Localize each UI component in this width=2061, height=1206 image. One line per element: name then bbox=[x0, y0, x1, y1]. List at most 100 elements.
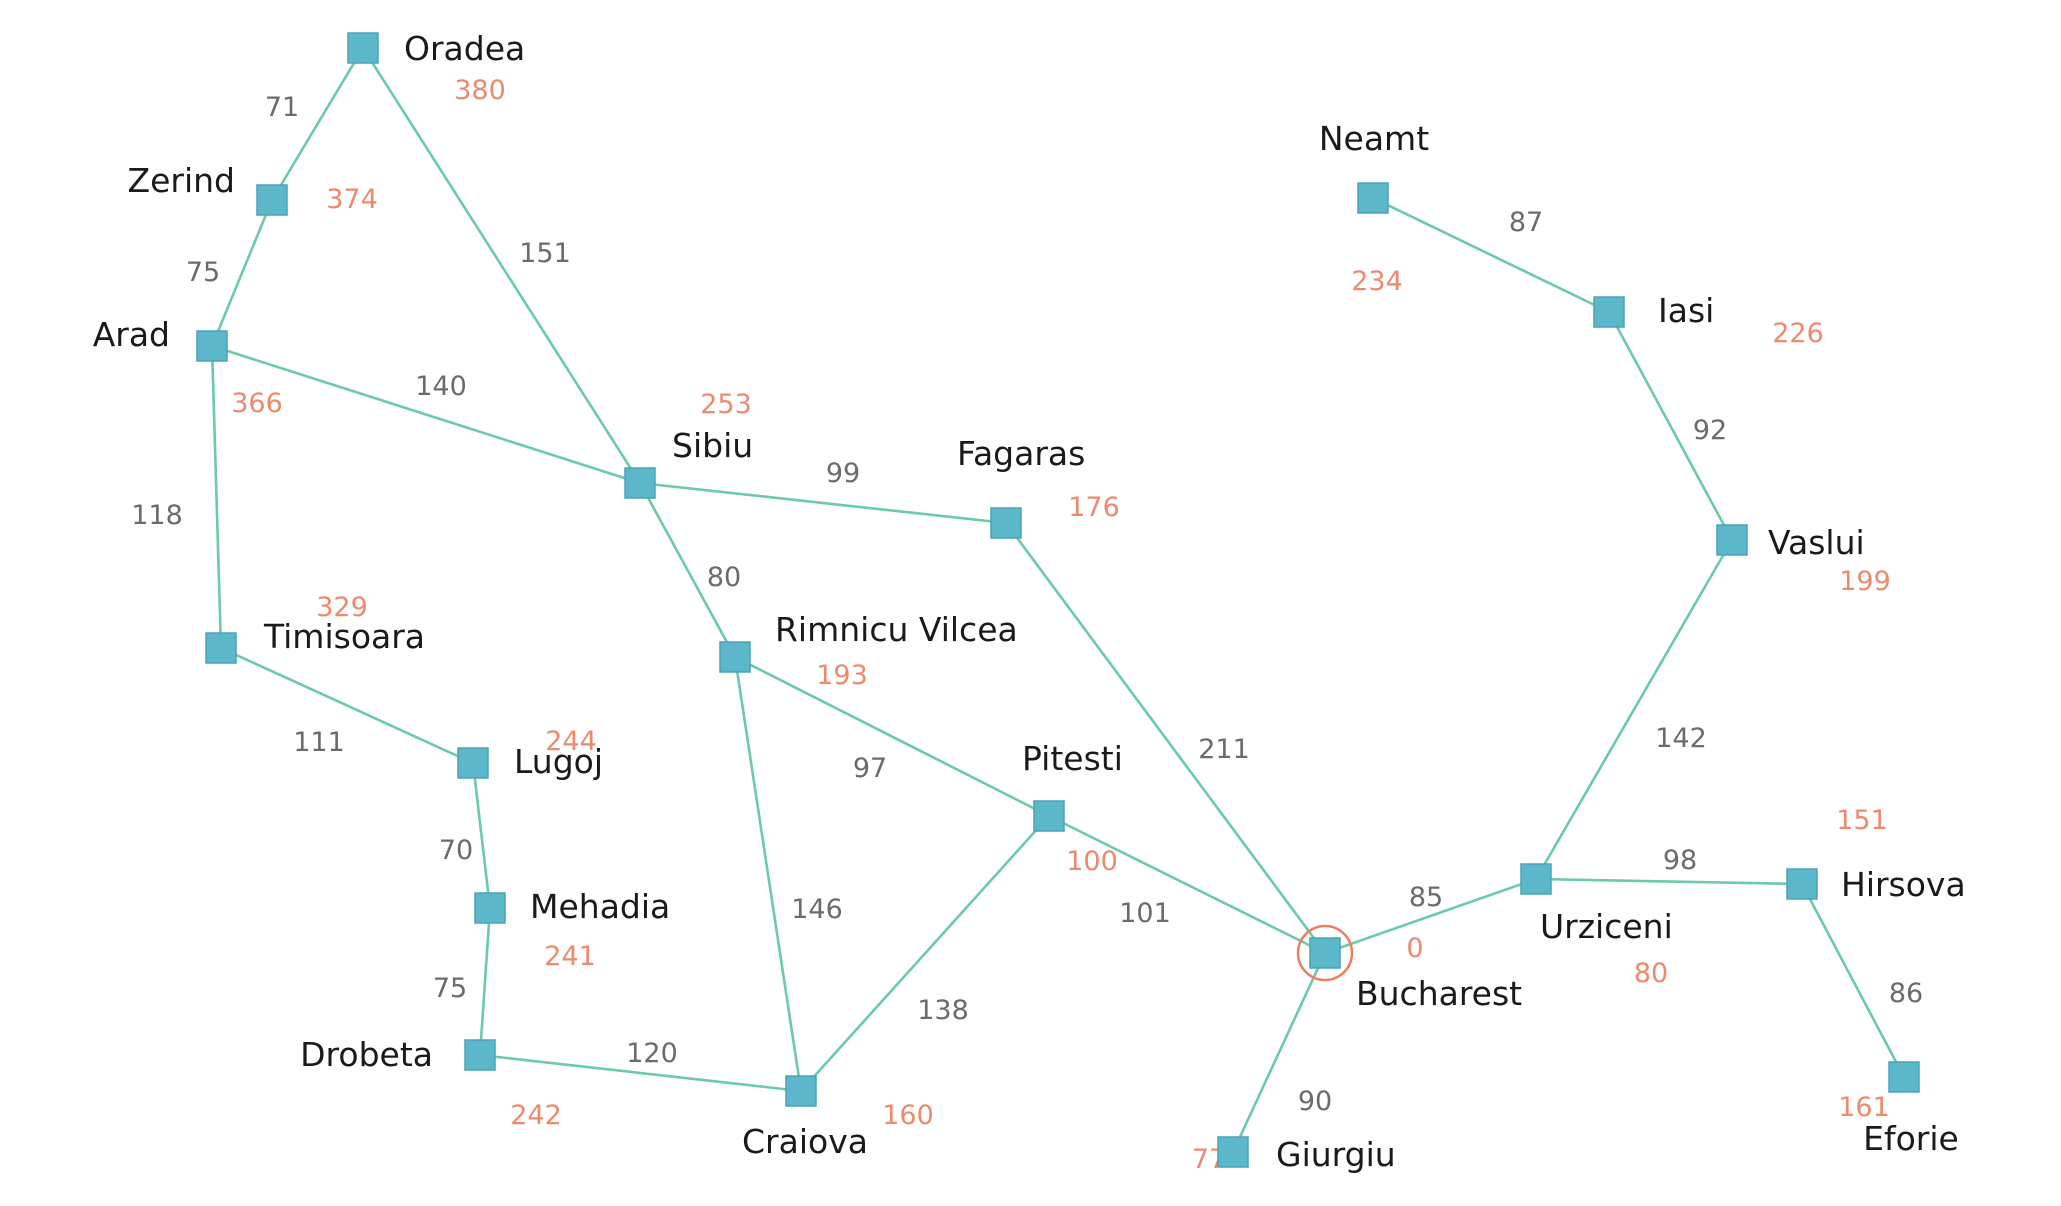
city-node-timisoara[interactable] bbox=[205, 632, 237, 664]
road-urziceni-hirsova bbox=[1535, 877, 1803, 886]
distance-label-iasi-neamt: 87 bbox=[1509, 207, 1543, 238]
city-label-fagaras: Fagaras bbox=[957, 434, 1085, 473]
heuristic-label-sibiu: 253 bbox=[700, 389, 752, 420]
distance-label-oradea-zerind: 71 bbox=[265, 92, 299, 123]
city-label-sibiu: Sibiu bbox=[672, 426, 753, 465]
road-oradea-sibiu bbox=[361, 47, 642, 484]
distance-label-hirsova-eforie: 86 bbox=[1889, 978, 1923, 1009]
city-label-oradea: Oradea bbox=[404, 29, 525, 68]
distance-label-fagaras-bucharest: 211 bbox=[1198, 734, 1250, 765]
distance-label-craiova-pitesti: 138 bbox=[917, 995, 969, 1026]
city-node-fagaras[interactable] bbox=[990, 507, 1022, 539]
city-label-lugoj: Lugoj bbox=[514, 742, 603, 781]
city-node-sibiu[interactable] bbox=[624, 467, 656, 499]
road-drobeta-craiova bbox=[479, 1053, 802, 1093]
city-label-timisoara: Timisoara bbox=[263, 617, 425, 656]
distance-label-rimnicu-craiova: 146 bbox=[791, 894, 843, 925]
road-fagaras-bucharest bbox=[1004, 522, 1327, 954]
road-arad-sibiu bbox=[211, 344, 641, 485]
distance-label-arad-timisoara: 118 bbox=[131, 500, 183, 531]
city-label-craiova: Craiova bbox=[742, 1122, 868, 1161]
city-label-zerind: Zerind bbox=[127, 161, 235, 200]
city-label-eforie: Eforie bbox=[1863, 1119, 1959, 1158]
distance-label-lugoj-mehadia: 70 bbox=[439, 835, 473, 866]
city-node-lugoj[interactable] bbox=[457, 747, 489, 779]
road-mehadia-drobeta bbox=[478, 907, 492, 1056]
city-node-iasi[interactable] bbox=[1593, 296, 1625, 328]
road-rimnicu-craiova bbox=[733, 656, 803, 1092]
distance-label-drobeta-craiova: 120 bbox=[626, 1038, 678, 1069]
city-node-giurgiu[interactable] bbox=[1217, 1136, 1249, 1168]
distance-label-urziceni-hirsova: 98 bbox=[1663, 845, 1697, 876]
city-node-oradea[interactable] bbox=[347, 32, 379, 64]
city-label-bucharest: Bucharest bbox=[1356, 974, 1522, 1013]
city-label-hirsova: Hirsova bbox=[1841, 865, 1966, 904]
road-sibiu-rimnicu bbox=[638, 482, 737, 658]
road-bucharest-urziceni bbox=[1324, 877, 1537, 955]
road-arad-timisoara bbox=[210, 345, 223, 649]
road-zerind-arad bbox=[210, 199, 274, 347]
distance-label-urziceni-vaslui: 142 bbox=[1655, 723, 1707, 754]
distance-label-timisoara-lugoj: 111 bbox=[293, 727, 345, 758]
heuristic-label-bucharest: 0 bbox=[1406, 933, 1423, 964]
road-bucharest-giurgiu bbox=[1231, 952, 1327, 1153]
heuristic-label-arad: 366 bbox=[231, 388, 283, 419]
distance-label-pitesti-bucharest: 101 bbox=[1119, 898, 1171, 929]
heuristic-label-fagaras: 176 bbox=[1068, 492, 1120, 523]
distance-label-rimnicu-pitesti: 97 bbox=[853, 753, 887, 784]
heuristic-label-drobeta: 242 bbox=[510, 1100, 562, 1131]
city-node-zerind[interactable] bbox=[256, 184, 288, 216]
road-sibiu-fagaras bbox=[639, 481, 1007, 525]
road-timisoara-lugoj bbox=[220, 646, 474, 765]
city-node-arad[interactable] bbox=[196, 330, 228, 362]
city-node-drobeta[interactable] bbox=[464, 1039, 496, 1071]
city-node-pitesti[interactable] bbox=[1033, 800, 1065, 832]
city-label-iasi: Iasi bbox=[1658, 291, 1714, 330]
road-lugoj-mehadia bbox=[471, 762, 492, 909]
heuristic-label-lugoj: 244 bbox=[545, 726, 597, 757]
heuristic-label-hirsova: 151 bbox=[1836, 805, 1888, 836]
distance-label-mehadia-drobeta: 75 bbox=[433, 973, 467, 1004]
city-node-craiova[interactable] bbox=[785, 1075, 817, 1107]
road-oradea-zerind bbox=[270, 47, 365, 201]
city-label-giurgiu: Giurgiu bbox=[1276, 1135, 1396, 1174]
heuristic-label-eforie: 161 bbox=[1838, 1092, 1890, 1123]
heuristic-label-mehadia: 241 bbox=[544, 941, 596, 972]
cities-layer bbox=[196, 32, 1920, 1168]
heuristic-label-craiova: 160 bbox=[882, 1100, 934, 1131]
road-pitesti-bucharest bbox=[1048, 814, 1326, 955]
road-vaslui-iasi bbox=[1607, 311, 1734, 541]
distance-label-zerind-arad: 75 bbox=[186, 257, 220, 288]
city-node-urziceni[interactable] bbox=[1520, 863, 1552, 895]
road-hirsova-eforie bbox=[1800, 883, 1906, 1078]
city-label-mehadia: Mehadia bbox=[530, 887, 670, 926]
heuristic-label-rimnicu: 193 bbox=[816, 660, 868, 691]
city-node-bucharest[interactable] bbox=[1309, 937, 1341, 969]
city-label-vaslui: Vaslui bbox=[1768, 523, 1865, 562]
distance-label-sibiu-fagaras: 99 bbox=[826, 458, 860, 489]
road-craiova-pitesti bbox=[800, 815, 1050, 1092]
city-node-mehadia[interactable] bbox=[474, 892, 506, 924]
city-node-hirsova[interactable] bbox=[1786, 868, 1818, 900]
labels-layer: 71 75 151 140 118 111 70 75 120 99 80 97 146 138 211 10… bbox=[93, 29, 1966, 1174]
heuristic-label-neamt: 234 bbox=[1351, 266, 1403, 297]
road-iasi-neamt bbox=[1372, 196, 1610, 314]
city-node-rimnicu[interactable] bbox=[719, 641, 751, 673]
heuristic-label-timisoara: 329 bbox=[316, 592, 368, 623]
city-node-vaslui[interactable] bbox=[1716, 524, 1748, 556]
heuristic-label-urziceni: 80 bbox=[1634, 958, 1668, 989]
distance-label-sibiu-rimnicu: 80 bbox=[707, 562, 741, 593]
distance-label-bucharest-urziceni: 85 bbox=[1409, 882, 1443, 913]
city-node-neamt[interactable] bbox=[1357, 182, 1389, 214]
road-urziceni-vaslui bbox=[1534, 539, 1734, 880]
heuristic-label-vaslui: 199 bbox=[1839, 566, 1891, 597]
city-label-rimnicu: Rimnicu Vilcea bbox=[775, 610, 1018, 649]
heuristic-label-pitesti: 100 bbox=[1066, 846, 1118, 877]
city-node-eforie[interactable] bbox=[1888, 1061, 1920, 1093]
city-label-neamt: Neamt bbox=[1319, 119, 1429, 158]
city-label-urziceni: Urziceni bbox=[1540, 907, 1673, 946]
distance-label-vaslui-iasi: 92 bbox=[1693, 415, 1727, 446]
heuristic-label-oradea: 380 bbox=[454, 75, 506, 106]
roads-layer bbox=[210, 47, 1906, 1153]
